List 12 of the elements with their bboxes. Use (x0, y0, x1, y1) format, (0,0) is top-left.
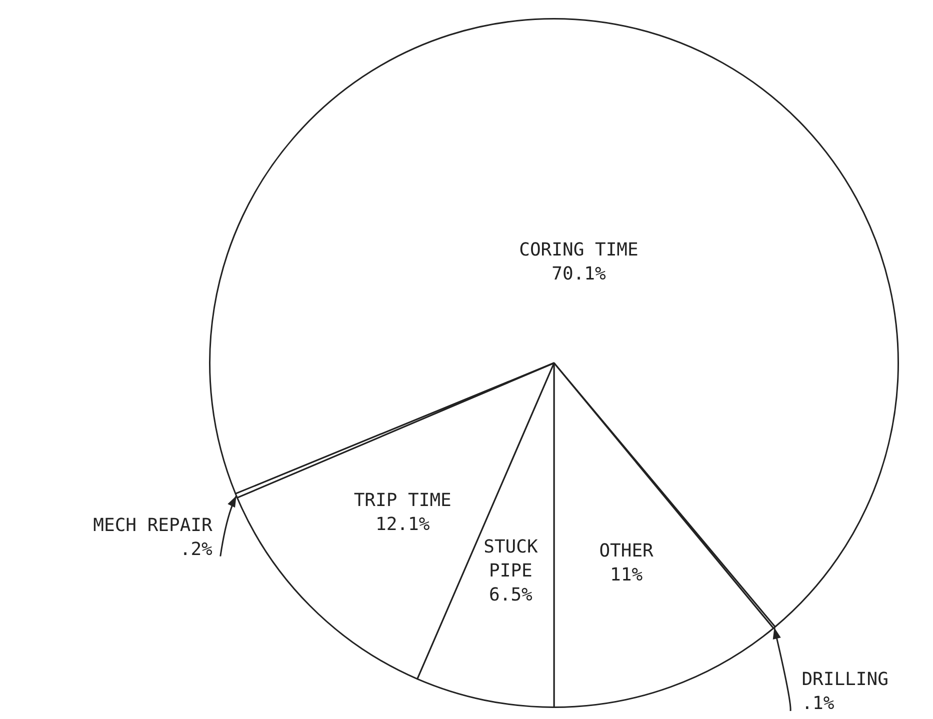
data-label: 11% (610, 564, 643, 586)
data-label: .1% (802, 693, 834, 714)
data-label: 6.5% (489, 584, 533, 606)
slice-label: DRILLING (802, 669, 888, 690)
slice-label: CORING TIME (519, 239, 638, 260)
data-label: .2% (180, 538, 213, 560)
data-label: 70.1% (552, 263, 606, 284)
data-label: 12.1% (376, 514, 430, 536)
slice-label: OTHER (599, 540, 654, 562)
slice-label: MECH REPAIR (93, 514, 213, 536)
slice-label: STUCK PIPE (484, 536, 538, 582)
slice-label: TRIP TIME (354, 490, 452, 512)
